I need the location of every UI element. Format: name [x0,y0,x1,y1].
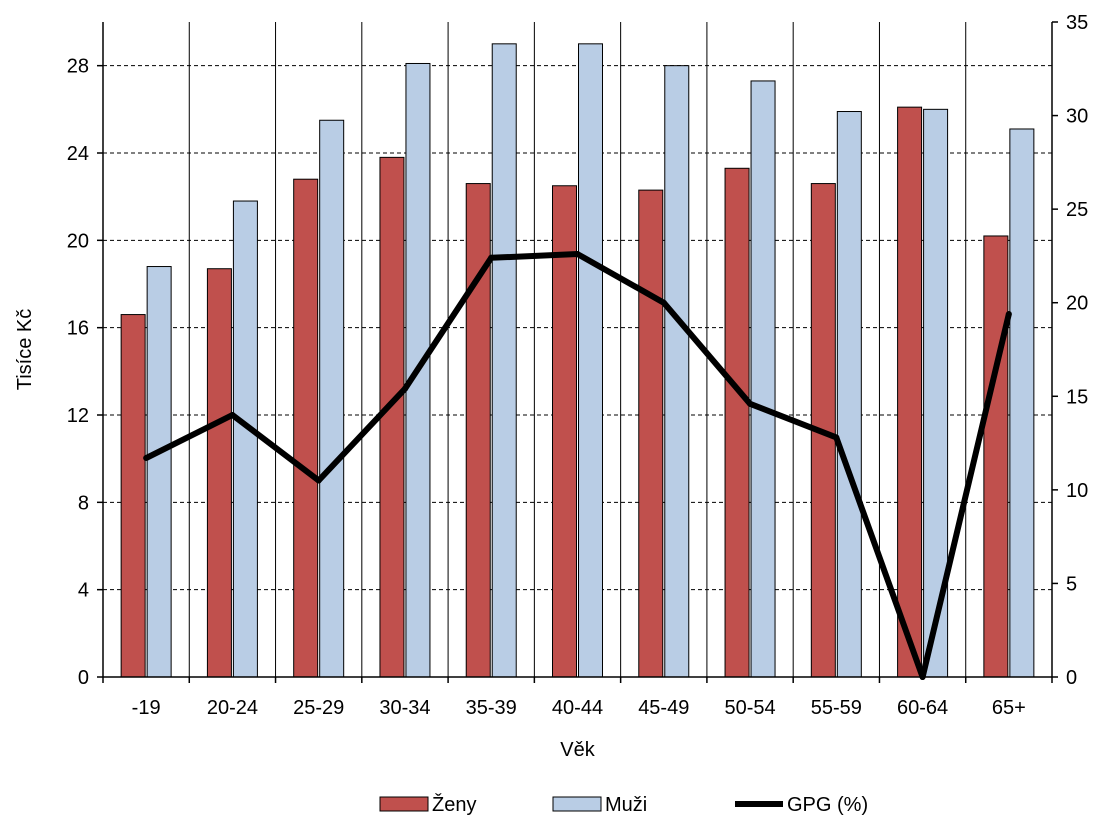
bar-zeny [206,268,232,678]
left-tick-label: 12 [67,405,89,427]
gpg-point [229,412,236,418]
bar-muzi [232,200,258,678]
x-tick-label: 40-44 [552,697,603,719]
left-tick-label: 24 [67,143,89,165]
gpg-point [143,455,150,462]
bar-muzi [836,111,862,678]
bar-zeny [120,314,146,678]
right-tick-label: 10 [1066,480,1088,502]
x-tick-label: 35-39 [466,697,517,719]
x-tick-label: 20-24 [207,697,258,719]
legend-label: Ženy [432,793,476,816]
x-tick-label: 50-54 [724,697,775,719]
bar-zeny [552,185,577,678]
bar-muzi [146,266,172,678]
bar-muzi [750,80,776,678]
left-axis-ticks: 0 4 8 12 16 20 24 28 [67,56,103,689]
y-axis-title: Tisíce Kč [14,309,36,391]
bar-zeny [379,156,405,678]
left-tick-label: 16 [67,318,89,340]
axes [102,22,1053,678]
right-tick-label: 5 [1066,573,1077,595]
gpg-point [1005,310,1012,317]
bar-zeny [897,106,923,678]
bar-zeny [638,189,664,678]
bar-muzi [664,65,690,678]
legend: Ženy Muži GPG (%) [379,793,868,816]
left-tick-label: 0 [78,667,89,689]
gpg-line-group [143,251,1012,680]
bar-muzi [578,43,603,678]
left-tick-label: 4 [78,580,89,602]
bar-zeny [293,178,319,678]
right-tick-label: 35 [1066,12,1088,34]
right-tick-label: 15 [1066,386,1088,408]
gpg-point [660,299,667,306]
x-axis-title: Věk [560,739,595,761]
x-tick-label: 30-34 [379,697,430,719]
x-tick-label: -19 [132,697,161,719]
bar-muzi [491,43,517,678]
x-tick-label: 60-64 [897,697,948,719]
gridlines [103,22,1052,677]
right-tick-label: 25 [1066,199,1088,221]
x-tick-label: 65+ [992,697,1026,719]
gpg-point [488,254,495,261]
gpg-point [747,400,754,407]
left-tick-label: 20 [67,230,89,252]
bar-muzi [1009,128,1035,678]
x-axis-ticks: -19 20-24 25-29 30-34 35-39 40-44 45-49 50-54 55… [102,677,1053,719]
legend-swatch [379,796,429,812]
right-tick-label: 20 [1066,293,1088,315]
bar-muzi [319,119,345,678]
x-tick-label: 25-29 [293,697,344,719]
bar-zeny [724,167,750,678]
gpg-point [574,251,581,258]
legend-label: GPG (%) [787,794,868,816]
bar-zeny [983,235,1009,678]
gpg-point [833,434,840,441]
legend-label: Muži [605,794,647,816]
legend-swatch [552,796,602,812]
x-tick-label: 55-59 [811,697,862,719]
gpg-point [315,477,322,484]
right-tick-label: 30 [1066,106,1088,128]
bar-zeny [465,183,491,678]
x-tick-label: 45-49 [638,697,689,719]
gpg-point [401,385,408,392]
bars [120,43,1035,678]
right-axis-ticks: 0 5 10 15 20 25 30 35 [1052,12,1088,689]
right-tick-label: 0 [1066,667,1077,689]
left-tick-label: 8 [78,492,89,514]
left-tick-label: 28 [67,56,89,78]
